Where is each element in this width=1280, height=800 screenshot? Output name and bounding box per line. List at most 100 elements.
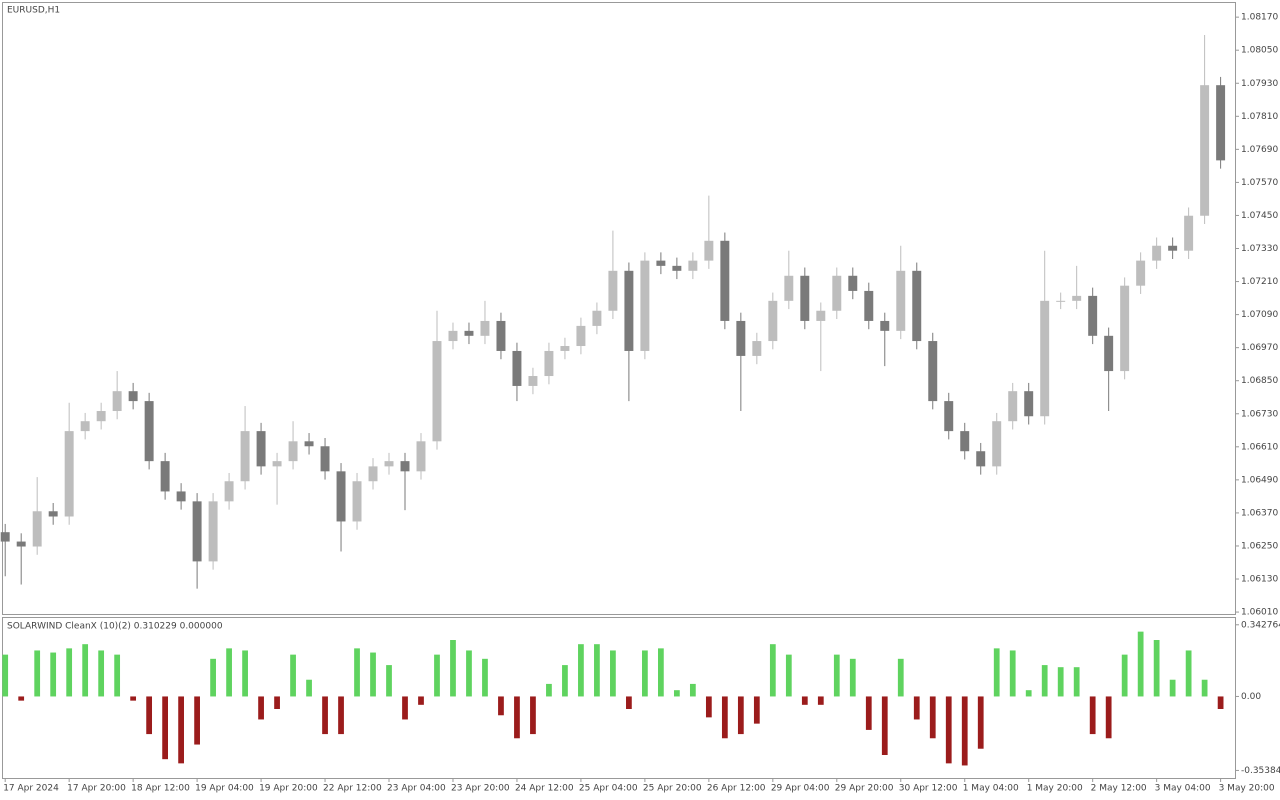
histogram-bar	[721, 696, 728, 739]
histogram-bar	[258, 696, 264, 720]
histogram-bar	[1089, 696, 1096, 735]
candle-body	[1168, 245, 1178, 251]
histogram-bar	[769, 644, 776, 697]
histogram-bar	[1073, 667, 1080, 697]
candle-body	[1216, 85, 1226, 161]
candle-body	[576, 325, 586, 347]
candle-body	[320, 446, 330, 472]
histogram-bar	[849, 658, 856, 697]
candle-body	[544, 350, 554, 377]
histogram-bar	[274, 696, 280, 709]
candle-body	[928, 341, 938, 402]
histogram-bar	[833, 654, 840, 697]
histogram-bar	[322, 696, 328, 735]
candle-body	[208, 501, 218, 562]
histogram-bar	[466, 650, 472, 697]
histogram-bar	[338, 696, 344, 735]
candle-body	[784, 275, 794, 301]
candle-body	[832, 275, 842, 311]
y-tick-label: 1.07570	[1241, 178, 1278, 188]
indicator-title: SOLARWIND CleanX (10)(2) 0.310229 0.0000…	[7, 622, 223, 632]
candle-body	[944, 401, 954, 432]
y-tick-label: 0.342764	[1241, 620, 1280, 630]
histogram-bar	[626, 696, 632, 709]
histogram-bar	[82, 644, 89, 697]
histogram-bar	[977, 696, 984, 749]
candle-body	[640, 260, 650, 351]
candle-body	[112, 391, 122, 412]
histogram-bar	[1169, 679, 1176, 697]
histogram-bar	[785, 654, 792, 697]
candle-body	[256, 431, 266, 467]
candle-body	[752, 341, 762, 356]
histogram-bar	[114, 654, 121, 697]
x-tick-label: 3 May 20:00	[1219, 784, 1275, 794]
histogram-bar	[1025, 690, 1032, 697]
candle-body	[32, 511, 42, 547]
histogram-bar	[290, 654, 296, 697]
histogram-bar	[610, 650, 616, 697]
candle-body	[624, 270, 634, 351]
x-tick-label: 25 Apr 20:00	[643, 784, 702, 794]
candle-body	[176, 491, 186, 502]
candle-body	[400, 461, 410, 472]
histogram-bar	[1217, 696, 1224, 709]
candle-body	[80, 421, 90, 432]
histogram-bar	[2, 654, 9, 697]
histogram-bar	[865, 696, 872, 730]
x-tick-label: 18 Apr 12:00	[131, 784, 190, 794]
candle-body	[912, 270, 922, 342]
histogram-bar	[1153, 640, 1160, 697]
x-tick-label: 24 Apr 12:00	[515, 784, 574, 794]
candle-body	[528, 376, 538, 386]
histogram-bar	[929, 696, 936, 739]
candle-body	[384, 461, 394, 467]
indicator-panel	[2, 617, 1236, 779]
histogram-bar	[226, 648, 232, 697]
candle-body	[816, 310, 826, 321]
histogram-bar	[210, 658, 216, 697]
histogram-bar	[1009, 650, 1016, 697]
histogram-bar	[1185, 650, 1192, 697]
candle-body	[1200, 85, 1210, 216]
x-tick-label: 19 Apr 04:00	[195, 784, 254, 794]
x-tick-label: 25 Apr 04:00	[579, 784, 638, 794]
y-tick-label: 1.06730	[1241, 409, 1278, 419]
candle-body	[1040, 300, 1050, 417]
y-tick-label: -0.353842	[1241, 766, 1280, 776]
candle-body	[480, 320, 490, 336]
histogram-bar	[642, 650, 648, 697]
histogram-bar	[578, 644, 584, 697]
y-tick-label: 1.07690	[1241, 145, 1278, 155]
histogram-bar	[178, 696, 184, 764]
x-tick-label: 17 Apr 2024	[3, 784, 59, 794]
candle-body	[1136, 260, 1146, 286]
histogram-bar	[1105, 696, 1112, 739]
histogram-bar	[498, 696, 504, 716]
candle-body	[848, 275, 858, 291]
y-tick-label: 1.06490	[1241, 475, 1278, 485]
histogram-bar	[753, 696, 760, 724]
candle-body	[672, 265, 682, 271]
candle-body	[416, 441, 426, 472]
histogram-bar	[1201, 679, 1208, 697]
x-tick-label: 26 Apr 12:00	[707, 784, 766, 794]
histogram-bar	[18, 696, 25, 701]
histogram-bar	[1121, 654, 1128, 697]
x-tick-label: 17 Apr 20:00	[67, 784, 126, 794]
candle-body	[992, 421, 1002, 467]
candle-body	[896, 270, 906, 331]
candle-body	[448, 330, 458, 342]
candle-body	[688, 260, 698, 271]
y-tick-label: 1.06850	[1241, 376, 1278, 386]
histogram-bar	[1137, 631, 1144, 697]
histogram-bar	[546, 683, 552, 697]
candle-body	[976, 451, 986, 467]
histogram-bar	[897, 658, 904, 697]
histogram-bar	[801, 696, 808, 705]
histogram-bar	[658, 648, 664, 697]
histogram-bar	[98, 650, 105, 697]
histogram-bar	[1057, 667, 1064, 697]
candle-body	[288, 441, 298, 462]
